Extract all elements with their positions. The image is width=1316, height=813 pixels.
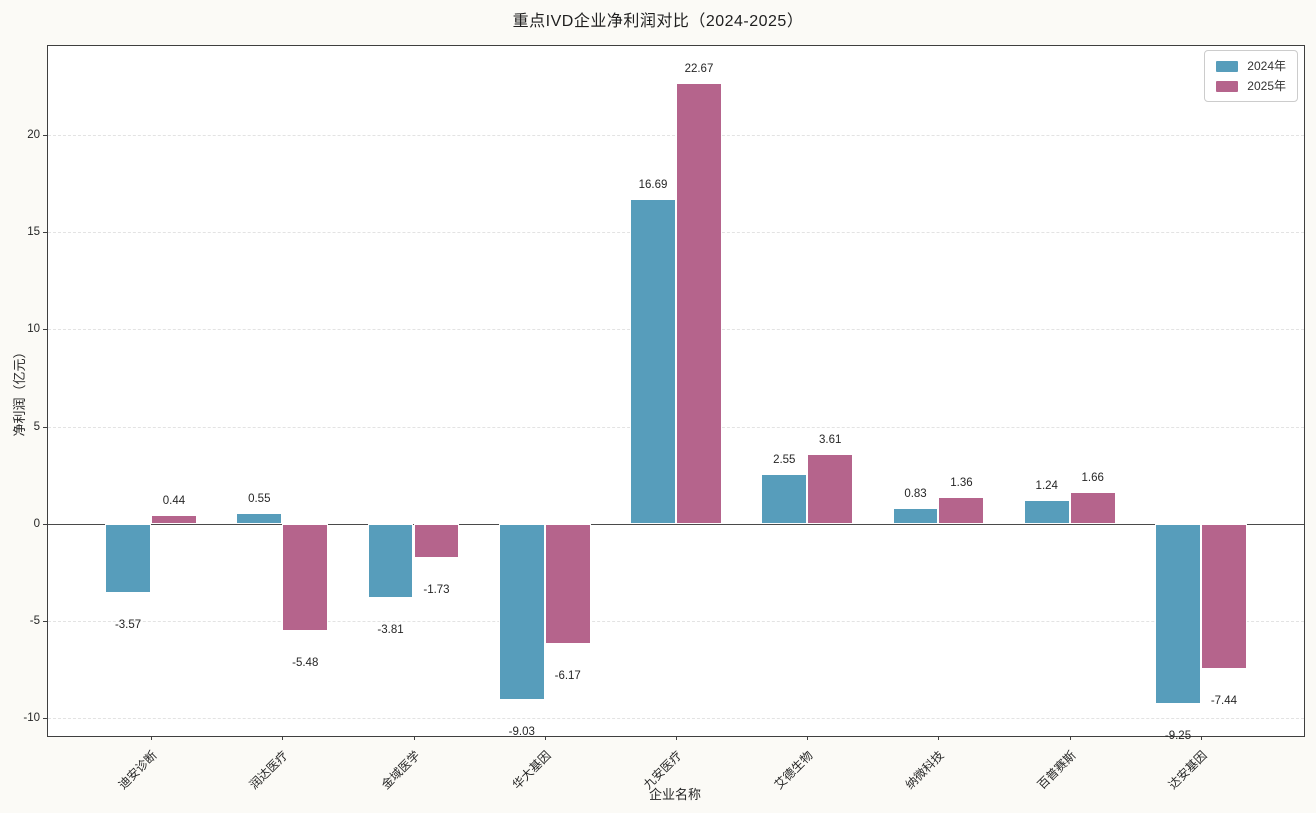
x-tick-mark-2 xyxy=(413,736,415,740)
y-tick-mark-20 xyxy=(43,134,47,136)
value-label-s1-c7: 1.66 xyxy=(1081,471,1104,484)
y-tick-label-5: 5 xyxy=(33,420,40,433)
value-label-s1-c4: 22.67 xyxy=(684,62,714,75)
x-tick-label-1: 润达医疗 xyxy=(247,748,291,793)
bar-s1-c1 xyxy=(282,523,329,631)
bar-s1-c5 xyxy=(807,453,854,524)
y-tick-label-0: 0 xyxy=(33,517,40,530)
value-label-s0-c8: -9.25 xyxy=(1164,729,1192,742)
x-tick-mark-4 xyxy=(676,736,677,740)
bar-s1-c2 xyxy=(413,523,460,558)
y-tick-mark--5 xyxy=(43,621,47,623)
legend-label-2025: 2025年 xyxy=(1247,79,1286,93)
y-tick-mark-10 xyxy=(43,329,47,331)
legend-item-2024: 2024年 xyxy=(1216,59,1286,73)
y-axis-title: 净利润（亿元） xyxy=(12,345,27,437)
legend-item-2025: 2025年 xyxy=(1216,79,1286,93)
bar-s0-c2 xyxy=(367,523,414,599)
x-tick-label-4: 九安医疗 xyxy=(640,748,685,793)
chart-title: 重点IVD企业净利润对比（2024-2025） xyxy=(512,13,804,30)
x-tick-label-3: 华大基因 xyxy=(509,748,554,793)
x-tick-label-7: 百普赛斯 xyxy=(1034,748,1079,793)
axes: -10 -5 0 5 10 15 20 迪安诊断 润达医疗 金域医学 华大基因 九安医疗 艾德生物 纳微科… xyxy=(23,45,1305,792)
value-label-s1-c5: 3.61 xyxy=(819,433,842,446)
x-tick-label-8: 达安基因 xyxy=(1165,748,1210,793)
y-tick-label--10: -10 xyxy=(23,712,40,725)
bar-s0-c5 xyxy=(761,474,808,524)
x-tick-label-0: 迪安诊断 xyxy=(115,748,160,793)
x-tick-mark-7 xyxy=(1069,736,1071,740)
y-tick-mark--10 xyxy=(43,718,47,720)
bar-s0-c6 xyxy=(892,507,939,524)
x-tick-label-6: 纳微科技 xyxy=(903,748,948,793)
y-tick-label--5: -5 xyxy=(29,615,40,628)
bar-s0-c4 xyxy=(630,199,676,524)
bar-s0-c7 xyxy=(1023,499,1070,524)
value-label-s1-c0: 0.44 xyxy=(162,495,186,508)
bar-s0-c3 xyxy=(498,523,545,700)
bar-s1-c6 xyxy=(938,497,985,524)
y-tick-mark-0 xyxy=(43,523,47,525)
bar-s1-c4 xyxy=(676,82,722,524)
value-label-s0-c3: -9.03 xyxy=(508,725,535,738)
x-tick-mark-3 xyxy=(544,736,546,740)
bar-s0-c1 xyxy=(236,513,283,524)
x-tick-mark-5 xyxy=(807,736,809,740)
x-tick-mark-8 xyxy=(1200,736,1202,740)
bar-s1-c0 xyxy=(151,515,197,524)
bar-s1-c3 xyxy=(544,523,591,644)
value-label-s0-c7: 1.24 xyxy=(1035,479,1058,492)
bar-s1-c8 xyxy=(1200,523,1247,669)
y-tick-mark-15 xyxy=(43,232,47,234)
zero-line xyxy=(48,523,1304,525)
legend: 2024年 2025年 xyxy=(1204,50,1298,102)
legend-swatch-2024 xyxy=(1216,60,1239,72)
y-tick-label-15: 15 xyxy=(27,226,40,239)
bar-s0-c8 xyxy=(1155,523,1201,704)
value-label-s0-c0: -3.57 xyxy=(114,619,142,632)
x-tick-mark-1 xyxy=(282,736,284,740)
value-label-s0-c1: 0.55 xyxy=(248,493,271,506)
value-label-s1-c3: -6.17 xyxy=(554,669,581,682)
x-tick-label-2: 金域医学 xyxy=(378,748,423,793)
value-label-s0-c2: -3.81 xyxy=(377,624,404,637)
y-tick-mark-5 xyxy=(43,426,47,428)
value-label-s0-c4: 16.69 xyxy=(638,179,668,192)
legend-swatch-2025 xyxy=(1216,80,1239,92)
value-label-s0-c6: 0.83 xyxy=(904,487,927,500)
value-label-s1-c8: -7.44 xyxy=(1210,694,1238,707)
value-label-s1-c2: -1.73 xyxy=(423,583,450,596)
value-label-s1-c6: 1.36 xyxy=(950,477,973,490)
legend-label-2024: 2024年 xyxy=(1247,59,1286,73)
bar-s0-c0 xyxy=(105,523,151,594)
bar-s1-c7 xyxy=(1069,491,1116,524)
y-tick-label-20: 20 xyxy=(27,128,40,141)
value-label-s1-c1: -5.48 xyxy=(292,656,319,669)
value-label-s0-c5: 2.55 xyxy=(773,454,796,467)
x-tick-mark-6 xyxy=(938,736,940,740)
y-tick-label-10: 10 xyxy=(27,323,40,336)
x-tick-label-5: 艾德生物 xyxy=(771,748,816,793)
x-tick-mark-0 xyxy=(151,736,153,740)
gridline--10 xyxy=(48,718,1304,720)
gridline--5 xyxy=(48,621,1304,623)
x-axis-title: 企业名称 xyxy=(648,787,701,802)
